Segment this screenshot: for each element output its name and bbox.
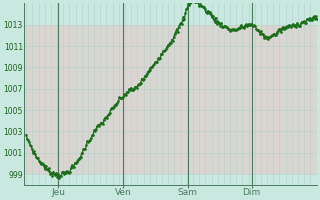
Bar (24, 110, 316, 131)
Bar (24, 153, 316, 174)
Bar (24, 67, 316, 89)
Bar (24, 46, 316, 67)
Bar (24, 131, 316, 153)
Bar (24, 89, 316, 110)
Bar (24, 25, 316, 46)
